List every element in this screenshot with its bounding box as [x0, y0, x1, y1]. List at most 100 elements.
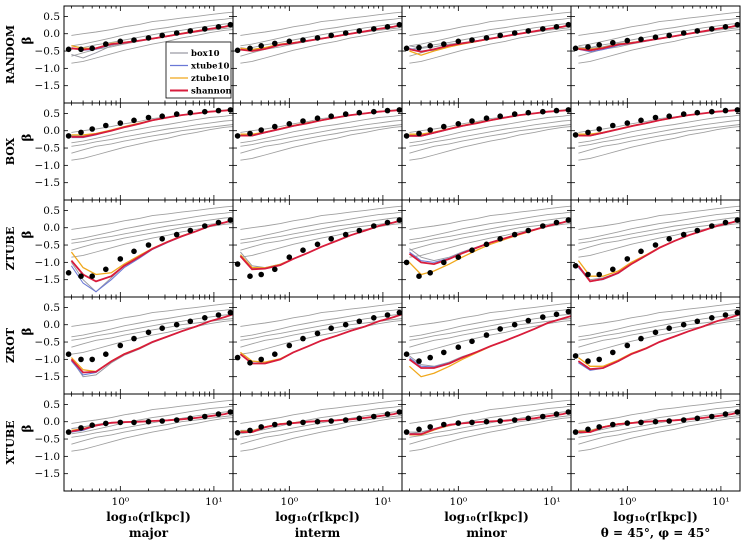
- gray-reference-line: [240, 119, 402, 147]
- panel-box-0: 0.5 0.0 −0.5 −1.0 −1.5: [35, 102, 234, 201]
- row-label-box: BOX: [4, 137, 17, 165]
- series-line-shannon: [577, 313, 740, 371]
- y-tick-label: −1.5: [35, 274, 61, 286]
- gray-reference-line: [409, 399, 571, 424]
- data-point: [258, 271, 265, 278]
- data-point: [469, 118, 475, 124]
- series-line-shannon: [70, 313, 233, 374]
- data-point: [427, 127, 434, 133]
- data-point: [247, 273, 253, 280]
- data-point: [525, 415, 532, 422]
- gray-reference-line: [240, 205, 402, 230]
- data-point: [202, 108, 208, 115]
- panel-plot-area: [403, 107, 571, 161]
- gray-reference-line: [71, 22, 233, 50]
- x-axis-label: log₁₀(r[kpc]): [275, 510, 360, 524]
- panel-ztube-0: 0.5 0.0 −0.5 −1.0 −1.5: [35, 199, 234, 298]
- data-point: [78, 273, 84, 280]
- data-point: [356, 318, 363, 325]
- data-point: [396, 107, 402, 113]
- data-point: [525, 28, 532, 34]
- y-tick-label: 0.0: [43, 125, 60, 137]
- x-tick-label: 10¹: [712, 496, 730, 508]
- data-point: [371, 108, 377, 115]
- data-point: [145, 114, 152, 121]
- panel-plot-area: [572, 11, 740, 64]
- data-point: [540, 223, 546, 229]
- data-point: [610, 421, 616, 428]
- data-point: [553, 107, 560, 114]
- data-point: [624, 342, 631, 349]
- data-point: [416, 44, 422, 51]
- y-tick-label: 0.5: [43, 11, 60, 23]
- data-point: [396, 217, 402, 223]
- panel-plot-area: [234, 11, 402, 64]
- gray-reference-line: [409, 17, 571, 47]
- gray-reference-line: [409, 318, 571, 348]
- y-tick-label: −1.0: [35, 63, 61, 75]
- data-point: [722, 24, 729, 30]
- series-line-shannon: [70, 219, 233, 283]
- panel-plot-area: [65, 205, 233, 293]
- data-point: [497, 113, 504, 119]
- gray-reference-line: [71, 29, 233, 64]
- series-line-shannon: [578, 411, 740, 434]
- x-tick-label: 10⁰: [450, 496, 468, 508]
- x-tick-label: 10¹: [205, 496, 223, 508]
- data-point: [159, 32, 165, 39]
- gray-reference-line: [409, 302, 571, 327]
- data-point: [565, 409, 571, 415]
- data-point: [384, 312, 391, 318]
- data-point: [202, 223, 208, 229]
- data-point: [145, 329, 152, 336]
- data-point: [610, 39, 616, 46]
- data-point: [103, 420, 109, 427]
- gray-reference-line: [578, 399, 740, 424]
- data-point: [525, 227, 532, 234]
- panel-random-2: [401, 5, 572, 104]
- data-point: [680, 30, 687, 36]
- data-point: [722, 312, 729, 318]
- data-point: [680, 321, 687, 328]
- data-point: [403, 259, 410, 266]
- data-point: [565, 21, 571, 28]
- data-point: [78, 356, 84, 363]
- data-point: [652, 242, 659, 248]
- gray-reference-line: [578, 417, 740, 452]
- series-line-ztube10: [409, 109, 571, 135]
- x-tick-label: 10¹: [374, 496, 392, 508]
- data-point: [342, 30, 349, 36]
- data-point: [300, 37, 306, 43]
- data-point: [247, 360, 253, 366]
- data-point: [187, 318, 194, 325]
- data-point: [187, 109, 194, 116]
- data-point: [272, 40, 278, 47]
- data-point: [328, 418, 335, 424]
- y-tick-label: −1.0: [35, 451, 61, 463]
- panel-plot-area: [65, 11, 233, 64]
- data-point: [403, 351, 410, 358]
- data-point: [455, 38, 462, 45]
- legend-box: [165, 41, 232, 99]
- data-point: [572, 353, 579, 359]
- series-line-shannon: [578, 109, 740, 137]
- data-point: [525, 109, 532, 116]
- y-tick-label: −1.0: [35, 257, 61, 269]
- data-point: [469, 419, 475, 426]
- data-point: [565, 217, 571, 223]
- data-point: [314, 115, 321, 121]
- panel-plot-area: [572, 302, 740, 371]
- row-label-xtube: XTUBE: [4, 421, 17, 465]
- data-point: [610, 122, 616, 129]
- data-point: [314, 241, 321, 248]
- data-point: [652, 34, 659, 40]
- data-point: [572, 45, 579, 52]
- data-point: [565, 107, 571, 113]
- data-point: [202, 413, 208, 420]
- data-point: [117, 120, 124, 126]
- y-tick-label: −0.5: [35, 46, 61, 58]
- y-tick-label: 0.5: [43, 399, 60, 411]
- y-tick-label: 0.0: [43, 222, 60, 234]
- panel-plot-area: [403, 205, 571, 280]
